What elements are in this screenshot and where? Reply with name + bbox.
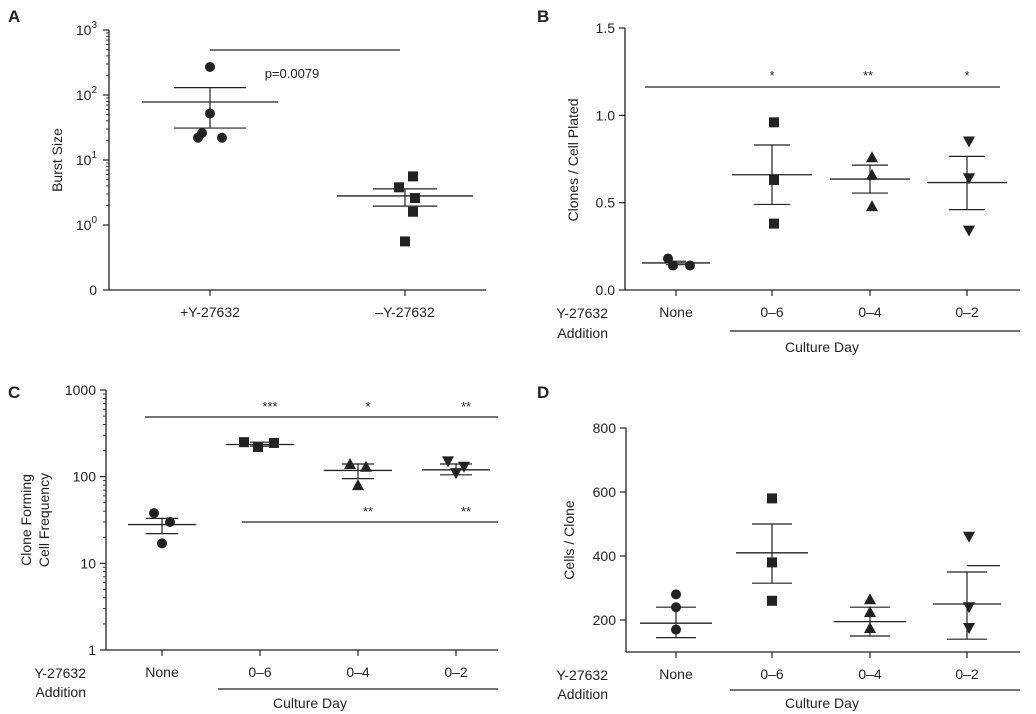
x-tick-label: None (145, 664, 179, 680)
data-point (963, 136, 975, 148)
data-point (205, 61, 215, 72)
data-point (269, 437, 279, 448)
data-point (864, 593, 876, 605)
data-point (963, 225, 975, 237)
y-tick-label: 102 (76, 85, 98, 103)
y-tick-label: 101 (76, 150, 98, 168)
x-tick-label: 0–4 (858, 666, 882, 682)
y-tick-label: 103 (76, 20, 98, 38)
y-tick-label: 600 (593, 484, 617, 500)
data-point (394, 182, 404, 193)
data-point (360, 460, 372, 472)
significance-mark: * (365, 399, 370, 414)
y-axis-label: Burst Size (49, 128, 65, 192)
y-axis-label: Clones / Cell Plated (565, 99, 581, 222)
data-point (217, 132, 227, 143)
data-point (963, 531, 975, 543)
data-point (408, 171, 418, 182)
row-label: Addition (557, 686, 608, 702)
y-tick-label: 0 (89, 282, 97, 298)
data-point (253, 441, 263, 452)
data-point (157, 538, 167, 549)
data-point (671, 589, 681, 600)
data-point (866, 151, 878, 163)
panel-letter: C (8, 383, 20, 402)
data-point (769, 174, 779, 185)
y-tick-label: 1 (88, 642, 96, 658)
data-point (352, 479, 364, 491)
x-tick-label: 0–2 (444, 664, 468, 680)
group-label: Culture Day (785, 339, 859, 355)
row-label: Y-27632 (556, 667, 608, 683)
y-tick-label: 0.0 (596, 282, 616, 298)
x-tick-label: 0–2 (955, 304, 979, 320)
data-point (963, 623, 975, 634)
y-tick-label: 800 (593, 420, 617, 436)
row-label: Addition (557, 325, 608, 341)
data-point (685, 260, 695, 271)
x-tick-label: 0–6 (248, 664, 272, 680)
x-tick-label: 0–4 (346, 664, 370, 680)
significance-mark: ** (461, 399, 471, 414)
y-tick-label: 100 (76, 215, 98, 233)
y-tick-label: 1.0 (596, 107, 616, 123)
data-point (410, 193, 420, 204)
data-point (963, 602, 975, 614)
data-point (769, 117, 779, 128)
x-tick-label: –Y-27632 (375, 304, 435, 320)
group-label: Culture Day (785, 695, 859, 711)
y-tick-label: 400 (593, 548, 617, 564)
significance-mark: * (769, 68, 774, 83)
data-point (239, 437, 249, 448)
significance-mark: ** (863, 68, 873, 83)
x-tick-label: 0–6 (760, 666, 784, 682)
group-label: Culture Day (273, 695, 347, 711)
p-value-annotation: p=0.0079 (265, 66, 320, 81)
significance-mark: ** (363, 504, 373, 519)
y-tick-label: 0.5 (596, 195, 616, 211)
x-tick-label: +Y-27632 (180, 304, 240, 320)
panel-letter: B (537, 7, 549, 26)
row-label: Y-27632 (556, 305, 608, 321)
x-tick-label: 0–2 (955, 666, 979, 682)
significance-mark: * (964, 68, 969, 83)
data-point (193, 132, 203, 143)
data-point (149, 508, 159, 519)
y-tick-label: 100 (73, 469, 97, 485)
significance-mark: ** (461, 504, 471, 519)
row-label: Y-27632 (34, 665, 86, 681)
data-point (866, 168, 878, 180)
significance-mark: *** (262, 399, 277, 414)
data-point (767, 595, 777, 606)
data-point (408, 206, 418, 217)
y-tick-label: 10 (80, 555, 96, 571)
x-tick-label: None (659, 304, 693, 320)
data-point (866, 200, 878, 212)
x-tick-label: None (659, 666, 693, 682)
panel-letter: A (8, 7, 20, 26)
y-axis-label: Cells / Clone (561, 500, 577, 580)
y-tick-label: 1.5 (596, 20, 616, 36)
row-label: Addition (35, 684, 86, 700)
y-tick-label: 1000 (65, 382, 96, 398)
y-tick-label: 200 (593, 612, 617, 628)
data-point (767, 493, 777, 504)
data-point (442, 456, 454, 468)
data-point (963, 173, 975, 185)
data-point (769, 218, 779, 229)
x-tick-label: 0–4 (858, 304, 882, 320)
panel-letter: D (537, 383, 549, 402)
data-point (400, 236, 410, 247)
y-axis-label: Clone Forming Cell Frequency (18, 473, 52, 567)
x-tick-label: 0–6 (760, 304, 784, 320)
